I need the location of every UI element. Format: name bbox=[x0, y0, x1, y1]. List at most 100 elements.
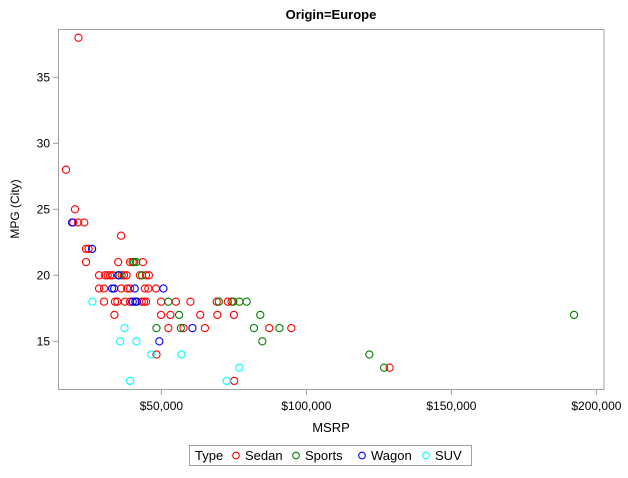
x-axis-label: MSRP bbox=[312, 420, 350, 435]
y-tick-label: 30 bbox=[37, 136, 51, 150]
point-sports bbox=[242, 297, 251, 306]
point-wagon bbox=[109, 284, 119, 293]
point-sports bbox=[152, 323, 161, 333]
legend-marker-suv bbox=[422, 451, 430, 460]
y-axis: 15 20 25 30 35 bbox=[37, 70, 59, 348]
legend-box bbox=[189, 445, 472, 466]
point-suv bbox=[132, 337, 141, 346]
point-sports bbox=[137, 271, 147, 280]
y-tick-label: 15 bbox=[37, 334, 51, 348]
point-sedan bbox=[99, 297, 109, 306]
legend-marker-sports bbox=[292, 451, 300, 460]
point-sports bbox=[379, 363, 389, 372]
point-sports bbox=[214, 297, 223, 306]
point-suv bbox=[120, 323, 129, 333]
legend-marker-wagon bbox=[358, 451, 366, 460]
point-sedan bbox=[186, 297, 195, 306]
point-sedan bbox=[74, 33, 83, 42]
point-sedan bbox=[223, 297, 232, 306]
legend-label-wagon: Wagon bbox=[371, 448, 412, 463]
point-wagon bbox=[67, 218, 77, 227]
point-sports bbox=[176, 323, 185, 333]
point-sedan bbox=[151, 284, 161, 293]
point-sedan bbox=[152, 350, 161, 359]
x-axis: $50,000 $100,000 $150,000 $200,000 bbox=[140, 389, 622, 413]
point-sedan bbox=[287, 323, 296, 333]
legend-marker-sedan bbox=[232, 451, 240, 460]
y-tick-label: 35 bbox=[37, 70, 51, 84]
point-suv bbox=[177, 350, 186, 359]
point-sedan bbox=[141, 297, 151, 306]
point-sedan bbox=[196, 310, 205, 320]
point-sedan bbox=[74, 218, 83, 227]
point-sports bbox=[249, 323, 259, 333]
y-tick-label: 20 bbox=[37, 268, 51, 282]
point-sedan bbox=[164, 323, 173, 333]
point-sedan bbox=[110, 310, 119, 320]
point-wagon bbox=[114, 271, 123, 280]
point-sedan bbox=[84, 244, 93, 254]
point-sedan bbox=[70, 205, 80, 214]
data-points bbox=[61, 33, 579, 386]
point-sedan bbox=[110, 297, 120, 306]
point-sedan bbox=[114, 257, 123, 267]
point-sedan bbox=[61, 165, 71, 174]
point-suv bbox=[235, 363, 244, 372]
point-sedan bbox=[94, 271, 104, 280]
point-sports bbox=[365, 350, 374, 359]
point-sedan bbox=[141, 271, 151, 280]
point-wagon bbox=[159, 284, 168, 293]
point-wagon bbox=[132, 297, 141, 306]
y-axis-label: MPG (City) bbox=[8, 179, 22, 238]
point-sports bbox=[132, 257, 141, 267]
point-sedan bbox=[120, 297, 130, 306]
point-sedan bbox=[94, 284, 104, 293]
legend-title: Type bbox=[195, 448, 223, 463]
legend: Type Sedan Sports Wagon SUV bbox=[189, 445, 472, 466]
point-sedan bbox=[230, 376, 239, 386]
point-sedan bbox=[179, 323, 188, 333]
point-sports bbox=[229, 297, 238, 306]
point-sports bbox=[258, 337, 267, 346]
legend-label-sports: Sports bbox=[305, 448, 343, 463]
y-tick-label: 25 bbox=[37, 202, 51, 216]
point-sedan bbox=[125, 284, 135, 293]
point-suv bbox=[125, 376, 135, 386]
point-sedan bbox=[80, 218, 89, 227]
point-sedan bbox=[166, 310, 175, 320]
point-suv bbox=[88, 297, 97, 306]
point-wagon bbox=[155, 337, 164, 346]
plot-frame bbox=[58, 29, 605, 390]
chart-title: Origin=Europe bbox=[286, 7, 377, 22]
point-sedan bbox=[103, 271, 112, 280]
point-suv bbox=[222, 376, 231, 386]
x-tick-label: $100,000 bbox=[281, 399, 331, 413]
point-sedan bbox=[171, 297, 181, 306]
point-sedan bbox=[137, 297, 146, 306]
point-wagon bbox=[128, 297, 137, 306]
point-sedan bbox=[99, 284, 109, 293]
point-sedan bbox=[119, 271, 129, 280]
point-wagon bbox=[188, 323, 197, 333]
point-sports bbox=[164, 297, 173, 306]
point-sedan bbox=[105, 271, 115, 280]
point-sedan bbox=[156, 297, 166, 306]
point-sedan bbox=[213, 310, 222, 320]
point-suv bbox=[116, 337, 125, 346]
point-suv bbox=[147, 350, 156, 359]
point-sports bbox=[256, 310, 265, 320]
x-tick-label: $150,000 bbox=[426, 399, 476, 413]
x-tick-label: $200,000 bbox=[571, 399, 621, 413]
point-wagon bbox=[130, 284, 139, 293]
point-sedan bbox=[117, 271, 126, 280]
point-sedan bbox=[200, 323, 210, 333]
point-sedan bbox=[116, 231, 126, 240]
point-sedan bbox=[265, 323, 274, 333]
point-sedan bbox=[81, 257, 91, 267]
legend-label-sedan: Sedan bbox=[245, 448, 283, 463]
point-sedan bbox=[229, 310, 239, 320]
point-sports bbox=[174, 310, 184, 320]
x-tick-label: $50,000 bbox=[140, 399, 184, 413]
point-sedan bbox=[156, 310, 166, 320]
